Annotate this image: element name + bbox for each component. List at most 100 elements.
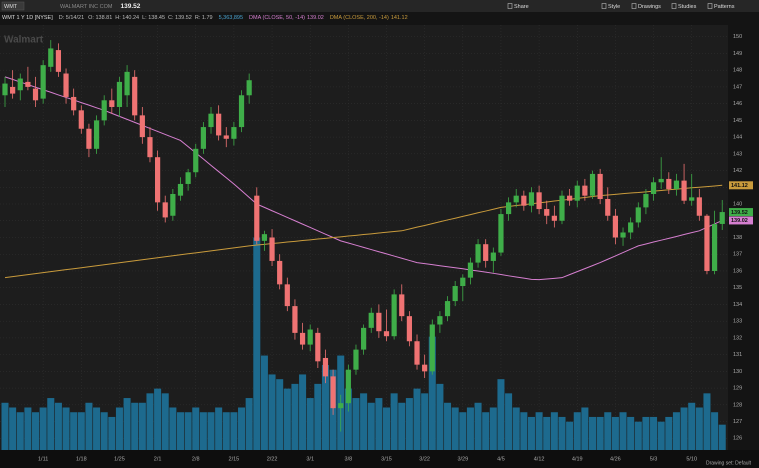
footer: Drawing set: Default (706, 460, 752, 466)
candle-body (48, 48, 54, 67)
volume-bar (444, 402, 452, 450)
price-box-label: 141.12 (731, 183, 748, 189)
toolbar-button[interactable]: Drawings (638, 4, 661, 10)
y-tick-label: 129 (733, 386, 742, 392)
x-tick-label: 1/11 (38, 456, 48, 462)
y-tick-label: 137 (733, 252, 742, 258)
volume-bar (93, 407, 101, 450)
candle-body (513, 195, 519, 203)
y-tick-label: 127 (733, 419, 742, 425)
volume-bar (245, 398, 253, 450)
volume-bar (184, 412, 192, 450)
candle-body (460, 277, 466, 287)
ohlc-label: R: (195, 15, 201, 21)
price-box (729, 216, 753, 225)
toolbar-icon[interactable] (601, 3, 607, 9)
candle-body (2, 83, 8, 96)
volume-bar (634, 421, 642, 450)
candle-body (269, 237, 275, 261)
symbol[interactable]: WMT (4, 4, 18, 10)
volume-bar (360, 393, 368, 450)
volume-bar (665, 416, 673, 450)
candle-body (658, 178, 664, 183)
candle-body (620, 232, 626, 238)
candle-body (361, 327, 367, 350)
volume-bar (718, 424, 726, 450)
watermark: Walmart (4, 35, 44, 46)
legend-name: DMA (CLOSE, 200, -14) (330, 15, 389, 21)
volume-bar (695, 407, 703, 450)
volume-bar (543, 416, 551, 450)
candle-body (17, 78, 23, 91)
ohlc-value: 140.24 (122, 15, 139, 21)
toolbar (0, 0, 759, 12)
toolbar-icon[interactable] (671, 3, 677, 9)
candle-body (330, 376, 336, 409)
y-tick-label: 132 (733, 335, 742, 341)
y-tick-label: 143 (733, 151, 742, 157)
candle-body (315, 332, 321, 362)
candle-body (93, 120, 100, 149)
date-label: D: 5/14/21 (59, 15, 84, 21)
x-tick-label: 4/26 (610, 456, 621, 462)
candle-body (277, 260, 283, 285)
candle-body (116, 81, 123, 107)
legend-name: DMA (CLOSE, 50, -14) (249, 15, 305, 21)
volume-bar (527, 416, 535, 450)
x-tick-label: 2/8 (192, 456, 200, 462)
volume-bar (604, 412, 612, 450)
ohlc-label: C: (168, 15, 174, 21)
volume-bar (398, 402, 406, 450)
volume-bar (161, 393, 169, 450)
toolbar-icon[interactable] (707, 3, 713, 9)
candle-body (109, 100, 115, 107)
volume-bar (253, 237, 261, 450)
candle-body (597, 173, 603, 200)
candle-body (399, 294, 405, 317)
volume-bar (588, 416, 597, 450)
price-box-label: 139.02 (731, 218, 748, 224)
y-tick-label: 128 (733, 402, 742, 408)
toolbar-button[interactable]: Studies (678, 4, 697, 10)
candle-body (254, 195, 260, 241)
volume-bar (85, 402, 93, 450)
volume-bar (505, 393, 513, 450)
x-tick-label: 2/22 (267, 456, 278, 462)
volume-bar (451, 407, 459, 450)
legend-value: 139.02 (307, 15, 324, 21)
toolbar-icon[interactable] (631, 3, 637, 9)
ohlc-label: H: (115, 15, 121, 21)
candle-body (444, 301, 451, 317)
volume-bar (215, 407, 223, 450)
symbol-box[interactable] (1, 1, 25, 11)
toolbar-button[interactable]: Patterns (714, 4, 735, 10)
volume-bar (306, 398, 314, 450)
candle-body (437, 316, 443, 325)
ohlc-label: L: (142, 15, 147, 21)
volume-bar (321, 365, 329, 450)
volume-bar (375, 398, 383, 450)
candle-body (284, 284, 290, 307)
volume-bar (39, 407, 47, 450)
toolbar-icon[interactable] (507, 3, 513, 9)
x-tick-label: 3/1 (306, 456, 314, 462)
volume-bar (627, 416, 635, 450)
volume-bar (1, 402, 9, 450)
volume-bar (672, 412, 680, 450)
y-tick-label: 146 (733, 101, 742, 107)
candle-body (40, 65, 46, 99)
toolbar-button[interactable]: Style (608, 4, 620, 10)
y-tick-label: 148 (733, 68, 742, 74)
candle-body (551, 215, 557, 221)
candle-body (101, 100, 107, 121)
x-tick-label: 3/22 (419, 456, 430, 462)
candle-body (559, 195, 565, 221)
volume-bar (176, 412, 185, 450)
company: WALMART INC COM (60, 4, 113, 10)
volume-bar (474, 402, 482, 450)
volume-bar (428, 336, 436, 450)
volume-bar (650, 416, 658, 450)
toolbar-button[interactable]: Share (514, 4, 529, 10)
candle-body (429, 324, 435, 372)
volume-bar (390, 393, 398, 450)
